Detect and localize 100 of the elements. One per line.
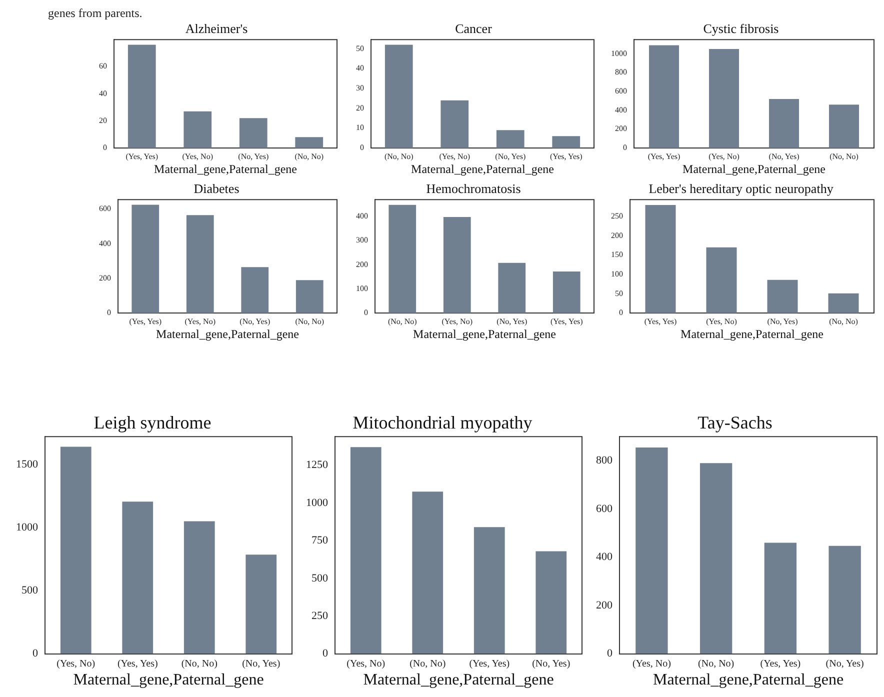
bar [636, 447, 668, 654]
x-tick-label: (No, Yes) [495, 152, 526, 161]
bar [246, 554, 277, 654]
y-tick-label: 600 [596, 502, 613, 515]
bar [350, 447, 382, 654]
x-tick-label: (Yes, No) [56, 658, 96, 670]
x-axis-title: Maternal_gene,Paternal_gene [652, 672, 844, 689]
y-tick-label: 200 [596, 599, 613, 612]
x-tick-label: (No, Yes) [238, 152, 269, 161]
bar [184, 111, 212, 148]
y-tick-label: 800 [596, 454, 613, 467]
x-tick-label: (No, No) [829, 316, 858, 326]
y-tick-label: 200 [611, 230, 623, 240]
bar [552, 136, 580, 148]
bar [552, 272, 580, 313]
y-tick-label: 1000 [306, 496, 328, 509]
bar [412, 492, 444, 654]
x-tick-label: (Yes, Yes) [644, 316, 677, 326]
x-tick-label: (Yes, No) [708, 152, 740, 161]
y-tick-label: 750 [312, 534, 328, 547]
bar [498, 262, 526, 313]
x-axis-title: Maternal_gene,Paternal_gene [73, 672, 264, 689]
bar [443, 216, 471, 313]
y-tick-label: 300 [356, 236, 368, 245]
y-tick-label: 40 [356, 64, 364, 73]
x-tick-label: (No, No) [830, 152, 859, 161]
y-tick-label: 0 [360, 143, 364, 152]
y-tick-label: 0 [107, 308, 111, 318]
x-tick-label: (Yes, No) [184, 316, 216, 326]
x-tick-label: (No, No) [384, 152, 414, 161]
y-tick-label: 0 [623, 143, 627, 152]
y-tick-label: 400 [596, 551, 613, 564]
bar [384, 44, 413, 148]
y-tick-label: 400 [99, 238, 111, 248]
bar [645, 205, 676, 313]
bar [709, 49, 739, 148]
y-tick-label: 800 [615, 68, 627, 77]
y-tick-label: 1500 [16, 458, 38, 470]
x-axis-title: Maternal_gene,Paternal_gene [363, 672, 554, 689]
x-tick-label: (Yes, Yes) [117, 658, 158, 670]
x-axis-title: Maternal_gene,Paternal_gene [154, 162, 297, 176]
y-tick-label: 50 [615, 288, 623, 298]
x-axis-title: Maternal_gene,Paternal_gene [680, 326, 824, 341]
y-tick-label: 400 [356, 212, 368, 221]
x-tick-label: (No, No) [295, 316, 324, 326]
bar [496, 130, 524, 148]
bar [829, 104, 859, 148]
bar [828, 546, 861, 654]
y-tick-label: 200 [99, 273, 111, 282]
x-tick-label: (No, Yes) [240, 316, 270, 326]
y-tick-label: 1000 [16, 521, 38, 534]
y-tick-label: 0 [607, 648, 613, 660]
bar [828, 293, 859, 313]
x-axis-title: Maternal_gene,Paternal_gene [411, 162, 554, 176]
chart-title: Leigh syndrome [94, 412, 212, 433]
bar [474, 527, 505, 654]
x-tick-label: (Yes, No) [346, 658, 386, 670]
y-tick-label: 20 [356, 103, 364, 112]
x-tick-label: (Yes, Yes) [129, 316, 162, 326]
y-tick-label: 20 [99, 116, 107, 125]
x-tick-label: (No, Yes) [768, 152, 800, 161]
x-tick-label: (Yes, Yes) [469, 658, 510, 670]
y-tick-label: 500 [312, 572, 328, 584]
y-tick-label: 600 [99, 204, 111, 214]
bar [764, 542, 797, 654]
x-tick-label: (Yes, No) [439, 152, 470, 161]
x-tick-label: (Yes, Yes) [550, 316, 584, 326]
x-tick-label: (No, No) [410, 658, 446, 670]
chart-title: Diabetes [194, 181, 240, 196]
y-tick-label: 0 [364, 308, 368, 318]
chart-title: Cystic fibrosis [703, 21, 779, 36]
bar [296, 280, 324, 313]
bar [440, 100, 469, 148]
x-tick-label: (No, Yes) [242, 658, 280, 670]
x-tick-label: (Yes, No) [706, 316, 738, 326]
bar [706, 247, 737, 313]
bar [649, 45, 679, 148]
text: genes from parents. [48, 6, 142, 21]
bar [186, 215, 214, 313]
bar [700, 463, 732, 654]
bar [295, 137, 324, 148]
y-tick-label: 100 [611, 270, 623, 279]
y-tick-label: 0 [619, 308, 623, 318]
x-axis-title: Maternal_gene,Paternal_gene [156, 326, 299, 341]
bar [769, 98, 799, 148]
bar [388, 204, 416, 313]
x-tick-label: (No, No) [181, 658, 218, 670]
y-tick-label: 30 [356, 84, 364, 93]
y-tick-label: 250 [312, 610, 328, 622]
y-tick-label: 200 [356, 260, 368, 269]
bar [767, 280, 798, 313]
y-tick-label: 0 [103, 143, 107, 152]
chart-title: Alzheimer's [185, 21, 248, 36]
x-tick-label: (No, Yes) [496, 316, 528, 326]
y-tick-label: 150 [611, 250, 623, 260]
chart-title: Mitochondrial myopathy [352, 412, 532, 433]
y-tick-label: 10 [356, 123, 364, 132]
bar [536, 551, 567, 654]
x-axis-title: Maternal_gene,Paternal_gene [413, 326, 556, 341]
x-tick-label: (No, No) [698, 658, 734, 670]
